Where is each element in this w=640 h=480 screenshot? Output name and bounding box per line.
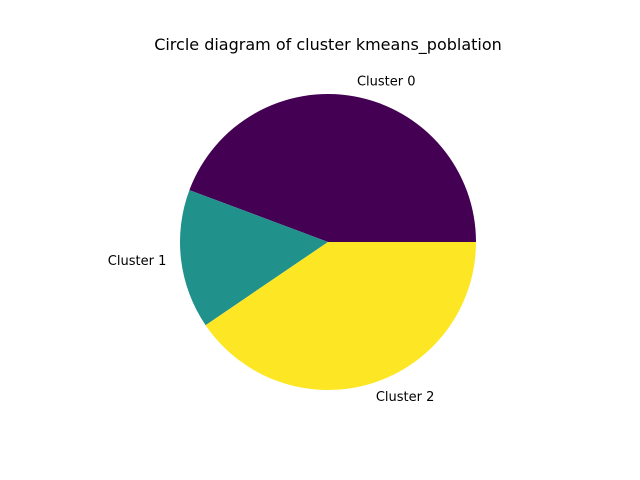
pie-label-1: Cluster 1	[108, 254, 167, 269]
pie-slices	[180, 93, 476, 391]
pie-slice-0	[189, 93, 476, 243]
pie-labels: Cluster 0 Cluster 1 Cluster 2	[108, 74, 435, 405]
chart-title: Circle diagram of cluster kmeans_poblati…	[154, 35, 502, 55]
pie-slice-2	[205, 242, 476, 391]
pie-label-2: Cluster 2	[376, 390, 435, 405]
pie-label-0: Cluster 0	[357, 74, 416, 89]
pie-slice-1	[180, 190, 328, 326]
